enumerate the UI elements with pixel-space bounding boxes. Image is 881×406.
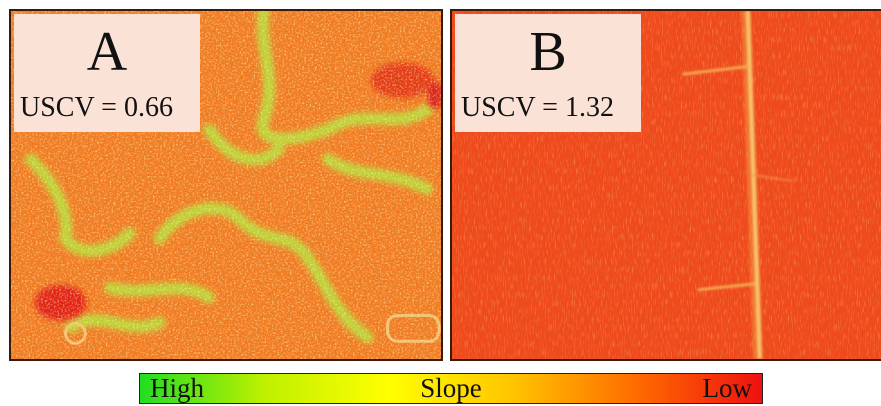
panel-b-letter: B [529,21,567,83]
panel-a-label-box: A USCV = 0.66 [14,14,200,132]
slope-map-panel-b: B USCV = 1.32 [450,9,881,361]
panel-b-uscv-value: USCV = 1.32 [461,92,614,123]
legend-low-label: Low [702,373,753,403]
panel-b-label-box: B USCV = 1.32 [455,14,641,132]
legend-title: Slope [420,373,482,403]
legend-high-label: High [150,373,204,403]
slope-map-panel-a: A USCV = 0.66 [9,9,443,361]
panel-a-letter: A [86,21,128,83]
slope-color-legend: High Slope Low [139,373,763,404]
slope-map-a-image [11,11,441,359]
slope-map-b-image [452,11,881,359]
panel-a-uscv-value: USCV = 0.66 [20,92,173,123]
